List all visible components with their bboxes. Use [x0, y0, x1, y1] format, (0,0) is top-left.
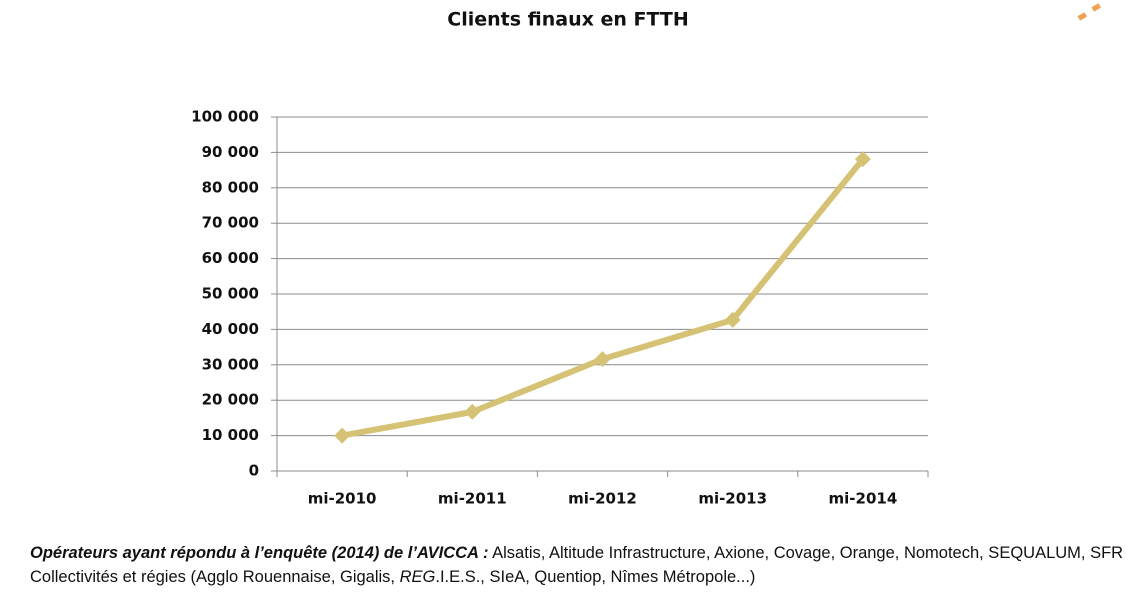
y-tick-label: 40 000 [202, 320, 259, 338]
x-tick-label: mi-2013 [698, 490, 767, 508]
y-tick-label: 70 000 [202, 214, 259, 232]
y-tick-label: 20 000 [202, 391, 259, 409]
decoration [1091, 3, 1101, 12]
y-tick-label: 30 000 [202, 355, 259, 373]
x-tick-label: mi-2010 [308, 490, 377, 508]
marker [724, 311, 741, 328]
y-tick-label: 60 000 [202, 249, 259, 267]
marker [464, 403, 481, 420]
y-tick-label: 0 [249, 462, 259, 480]
y-tick-label: 100 000 [191, 108, 259, 126]
y-tick-label: 80 000 [202, 178, 259, 196]
y-tick-label: 90 000 [202, 143, 259, 161]
marker [854, 151, 871, 168]
marker [594, 351, 611, 368]
y-tick-label: 10 000 [202, 426, 259, 444]
y-tick-label: 50 000 [202, 285, 259, 303]
data-line [341, 157, 866, 439]
footnote-italic: REG [399, 568, 436, 586]
x-tick-label: mi-2011 [438, 490, 507, 508]
x-tick-label: mi-2012 [568, 490, 637, 508]
footnote-text: .I.E.S., SIeA, Quentiop, Nîmes Métropole… [435, 568, 756, 586]
decoration [1077, 12, 1087, 21]
footnote: Opérateurs ayant répondu à l’enquête (20… [30, 541, 1125, 589]
chart: Clients finaux en FTTH 0 10 000 20 000 30 0… [191, 3, 1101, 508]
marker [334, 427, 351, 444]
x-tick-label: mi-2014 [829, 490, 898, 508]
footnote-lead: Opérateurs ayant répondu à l’enquête (20… [30, 544, 489, 562]
footnote-text: Alsatis, Altitude Infrastructure, Axione… [30, 544, 1124, 586]
chart-title: Clients finaux en FTTH [447, 9, 688, 31]
